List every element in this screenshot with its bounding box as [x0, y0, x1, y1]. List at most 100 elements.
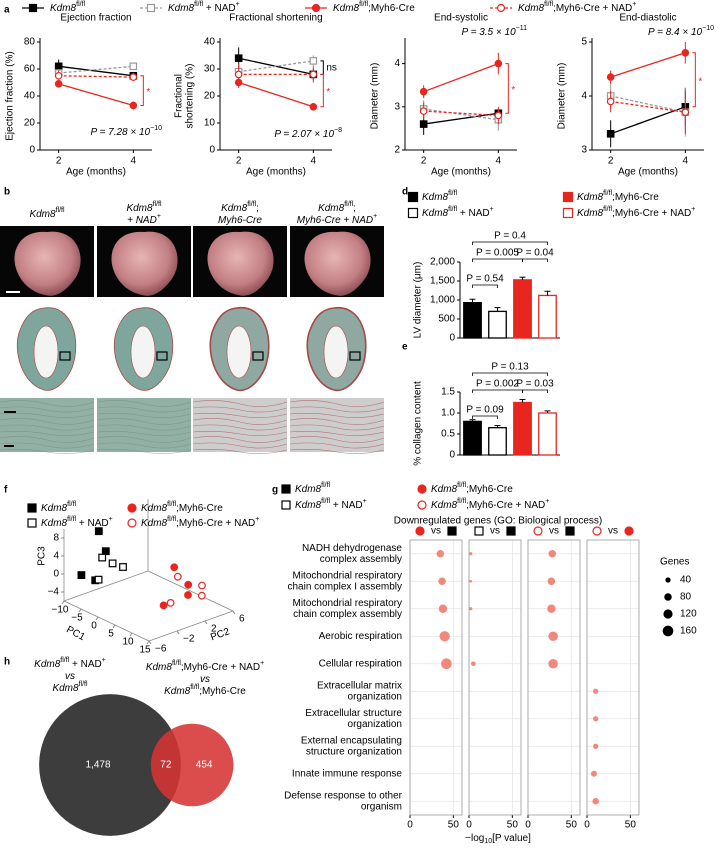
- superscript: +: [260, 660, 264, 667]
- set-label: vs: [65, 671, 75, 682]
- data-point: [54, 80, 63, 88]
- x-axis-label: Age (months): [618, 167, 678, 178]
- legend-marker: [417, 484, 427, 494]
- y-tick-label: 4: [581, 91, 587, 102]
- comparison-marker: [447, 526, 457, 536]
- y-axis-label: Fractional: [174, 74, 185, 118]
- fiber: [0, 400, 95, 407]
- dot: [593, 688, 599, 694]
- series-line: [423, 62, 499, 93]
- fiber: [0, 413, 95, 418]
- legend-label: Kdm8fl/fl;Myh6-Cre: [577, 190, 659, 202]
- group-label: Myh6-Cre: [218, 215, 262, 226]
- x-tick-label: 4: [311, 156, 317, 167]
- legend-label: Kdm8fl/fl + NAD+: [422, 206, 494, 218]
- legend-label: Kdm8fl/fl;Myh6-Cre: [141, 501, 223, 513]
- bracket: [692, 52, 696, 108]
- data-point: [681, 108, 690, 117]
- p-value: P = 0.002: [476, 379, 519, 390]
- bar: [513, 401, 532, 456]
- y-axis-label: shortening (%): [185, 63, 196, 128]
- superscript: fl/fl: [60, 657, 69, 664]
- fiber: [192, 431, 288, 436]
- text-part: Kdm8: [221, 203, 248, 214]
- y-tick-label: 0: [209, 145, 215, 156]
- superscript: fl/fl: [67, 501, 76, 508]
- text-part: Kdm8: [431, 484, 458, 495]
- dot: [593, 716, 599, 722]
- superscript: +: [157, 213, 161, 220]
- bracket: [472, 241, 548, 245]
- group-label: Kdm8fl/fl: [29, 207, 65, 219]
- pc2-axis: [148, 610, 234, 642]
- y-tick-label: 4: [394, 58, 400, 69]
- legend-marker: [562, 207, 574, 219]
- legend-marker: [27, 503, 37, 513]
- x-tick: [95, 616, 99, 621]
- x-tick-label: 2: [608, 156, 614, 167]
- fiber: [0, 449, 95, 454]
- fiber: [0, 431, 95, 436]
- heart: [207, 231, 274, 296]
- p-value: P = 0.005: [476, 248, 519, 259]
- superscript: fl/fl: [603, 190, 612, 197]
- fiber: [96, 413, 192, 418]
- text-part: [P value]: [492, 833, 531, 844]
- legend-label: Kdm8fl/fl;Myh6-Cre + NAD+: [141, 516, 259, 528]
- chart-title: Fractional shortening: [229, 13, 322, 24]
- group-label: Kdm8fl/fl: [126, 201, 162, 213]
- dot: [593, 743, 599, 749]
- box-edge: [63, 570, 149, 602]
- significance: *: [698, 76, 702, 87]
- text-part: + NAD: [203, 3, 236, 14]
- term-label: chain complex I assembly: [288, 581, 403, 592]
- superscript: fl/fl: [247, 201, 256, 208]
- zoom-box: [349, 351, 361, 361]
- y-tick-label: 2,000: [430, 257, 455, 268]
- superscript: +: [691, 206, 695, 213]
- ventricle: [323, 325, 349, 379]
- x-tick-label: 0: [407, 820, 413, 831]
- fiber: [0, 418, 95, 425]
- chart-title: Downregulated genes (GO: Biological proc…: [394, 516, 602, 527]
- x-tick-label: 50: [566, 820, 578, 831]
- data-point: [184, 580, 193, 589]
- text-part: Kdm8: [333, 3, 360, 14]
- data-point: [166, 599, 175, 607]
- superscript: fl/fl: [457, 482, 466, 489]
- text-part: ;Myh6-Cre + NAD: [612, 208, 691, 219]
- y-tick-label: 3: [394, 101, 400, 112]
- superscript: fl/fl: [190, 684, 199, 691]
- term-label: structure organization: [306, 746, 402, 757]
- size-key: [664, 593, 672, 601]
- comparison-label: vs: [608, 526, 618, 537]
- panel-frame: [409, 539, 463, 816]
- term-label: NADH dehydrogenase: [302, 543, 402, 554]
- data-point: [77, 571, 86, 579]
- term-label: Innate immune response: [292, 768, 403, 779]
- superscript: fl/fl: [448, 190, 457, 197]
- text-part: Kdm8: [295, 500, 322, 511]
- data-point: [129, 73, 138, 81]
- series-line: [610, 52, 686, 78]
- legend-label: Kdm8fl/fl;Myh6-Cre: [431, 482, 513, 494]
- bracket: [472, 389, 523, 393]
- y-tick-label: 40: [24, 91, 36, 102]
- fiber: [289, 413, 385, 418]
- x-tick-label: −5: [71, 613, 83, 624]
- data-point: [108, 559, 117, 568]
- legend-marker: [407, 191, 419, 203]
- fiber: [289, 449, 385, 454]
- data-point: [129, 62, 138, 71]
- fiber: [192, 436, 288, 443]
- data-point: [234, 54, 243, 63]
- text-part: ;: [353, 203, 356, 214]
- bar: [513, 279, 532, 339]
- legend-label: Kdm8fl/fl;Myh6-Cre + NAD+: [431, 498, 549, 510]
- data-point: [309, 57, 318, 65]
- fiber: [0, 436, 95, 443]
- pc1-axis: [63, 600, 150, 642]
- data-point: [309, 70, 318, 79]
- series-line: [58, 65, 134, 74]
